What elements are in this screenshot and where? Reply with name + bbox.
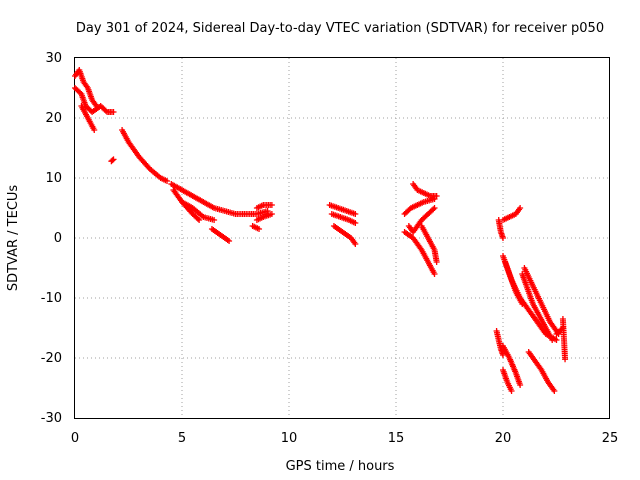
y-tick-label: -30 — [41, 411, 62, 426]
y-tick-label: 10 — [45, 171, 62, 186]
x-tick-label: 15 — [388, 431, 405, 446]
data-point — [164, 178, 171, 184]
data-point — [500, 235, 506, 241]
data-point — [211, 217, 218, 223]
y-tick-label: 0 — [54, 231, 62, 246]
x-axis-label: GPS time / hours — [286, 459, 395, 474]
data-point — [430, 206, 437, 213]
data-point — [352, 220, 359, 226]
data-point — [256, 226, 263, 232]
y-tick-label: 30 — [45, 51, 62, 66]
data-point — [551, 388, 558, 394]
data-point — [562, 356, 569, 363]
y-tick-label: -20 — [41, 351, 62, 366]
data-point — [268, 211, 275, 217]
data-point — [433, 259, 440, 265]
data-points — [72, 67, 569, 394]
x-tick-label: 10 — [281, 431, 298, 446]
x-tick-label: 20 — [495, 431, 512, 446]
x-tick-label: 25 — [602, 431, 619, 446]
data-point — [196, 217, 203, 223]
y-tick-label: 20 — [45, 111, 62, 126]
x-tick-label: 5 — [178, 431, 186, 446]
data-point — [226, 238, 233, 244]
data-point — [264, 208, 271, 214]
data-point — [517, 205, 524, 211]
data-point — [508, 388, 515, 394]
data-point — [110, 156, 117, 163]
data-point — [110, 109, 117, 115]
grid-lines — [75, 58, 610, 418]
data-point — [268, 202, 275, 208]
chart-title: Day 301 of 2024, Sidereal Day-to-day VTE… — [76, 21, 604, 36]
data-point — [549, 337, 556, 343]
y-axis-label: SDTVAR / TECUs — [6, 185, 21, 292]
data-point — [102, 107, 109, 114]
data-point — [433, 193, 440, 199]
data-point — [431, 271, 438, 277]
plot-area-frame — [74, 57, 610, 419]
data-point — [194, 215, 201, 222]
data-point — [431, 205, 438, 211]
data-point — [109, 157, 116, 164]
data-point — [517, 382, 524, 388]
data-point — [91, 127, 98, 133]
y-tick-label: -10 — [41, 291, 62, 306]
x-tick-label: 0 — [71, 431, 79, 446]
y-axis: 30 20 10 0 -10 -20 -30 — [41, 51, 62, 426]
data-point — [352, 211, 359, 217]
data-point — [352, 241, 359, 247]
x-axis: 0 5 10 15 20 25 — [71, 431, 618, 446]
